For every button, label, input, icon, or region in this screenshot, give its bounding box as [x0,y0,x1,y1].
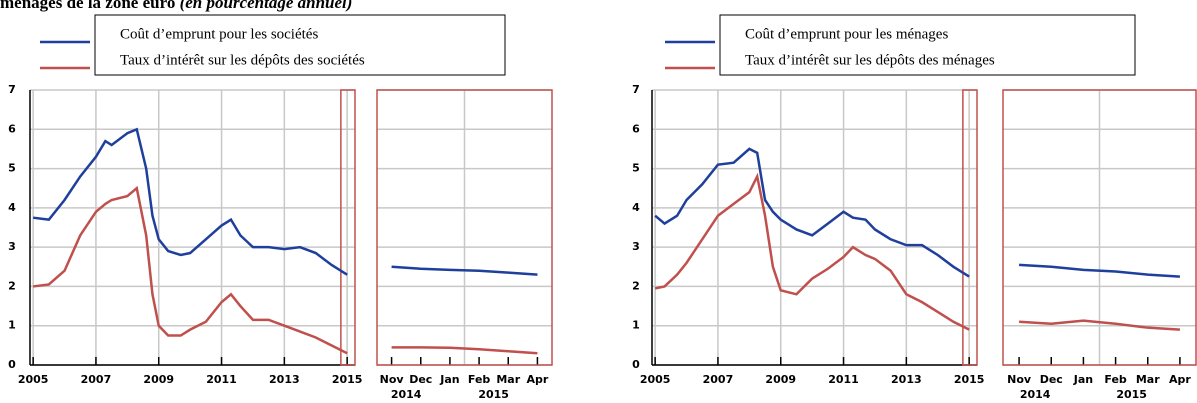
title-main: ménages de la zone euro [0,0,175,12]
x-tick-label: Mar [496,373,520,386]
x-year-label: 2015 [1116,388,1147,401]
series-line [32,185,348,355]
series-line [391,265,538,276]
x-tick-label: 2011 [828,373,859,386]
y-tick-label: 3 [8,240,16,253]
x-tick-label: 2013 [269,373,300,386]
x-tick-label: 2011 [206,373,237,386]
x-tick-label: 2013 [891,373,922,386]
x-tick-label: 2007 [703,373,734,386]
x-tick-label: Feb [1104,373,1127,386]
legend-label: Taux d’intérêt sur les dépôts des ménage… [745,52,995,68]
x-year-label: 2015 [478,388,509,401]
x-tick-label: 2005 [18,373,49,386]
x-tick-label: 2015 [332,373,363,386]
y-tick-label: 7 [8,83,16,96]
x-tick-label: 2007 [81,373,112,386]
panel-frame [1002,89,1197,366]
highlight-box [962,89,978,366]
series-line [32,127,348,276]
y-tick-label: 3 [632,240,640,253]
series-line [1019,263,1180,278]
legend-label: Coût d’emprunt pour les ménages [745,26,948,42]
legend-box [94,14,506,76]
x-tick-label: Jan [1073,373,1093,386]
x-year-label: 2014 [1020,388,1051,401]
x-tick-label: Feb [468,373,491,386]
x-tick-label: 2009 [765,373,796,386]
y-tick-label: 0 [8,358,16,371]
x-year-label: 2014 [391,388,422,401]
series-line [391,346,538,355]
x-tick-label: 2009 [143,373,174,386]
y-tick-label: 5 [8,162,16,175]
x-tick-label: Apr [527,373,549,386]
y-tick-label: 2 [632,279,640,292]
series-line [654,147,970,278]
y-tick-label: 1 [8,319,16,332]
series-line [654,172,970,331]
x-tick-label: Jan [439,373,459,386]
y-tick-label: 2 [8,279,16,292]
x-tick-label: Apr [1169,373,1191,386]
y-tick-label: 5 [632,162,640,175]
y-tick-label: 1 [632,319,640,332]
legend-label: Coût d’emprunt pour les sociétés [120,26,318,42]
y-tick-label: 4 [8,201,16,214]
x-tick-label: 2015 [954,373,985,386]
x-tick-label: Nov [380,373,405,386]
title-sub: (en pourcentage annuel) [180,0,353,12]
legend-label: Taux d’intérêt sur les dépôts des sociét… [120,52,365,68]
y-tick-label: 6 [8,122,16,135]
title: ménages de la zone euro (en pourcentage … [0,0,352,12]
highlight-box [340,89,356,366]
y-tick-label: 6 [632,122,640,135]
x-tick-label: Nov [1007,373,1032,386]
legend-box [719,14,1136,76]
x-tick-label: Mar [1136,373,1160,386]
y-tick-label: 4 [632,201,640,214]
series-line [1019,319,1180,331]
x-tick-label: Dec [1040,373,1063,386]
x-tick-label: Dec [409,373,432,386]
panel-frame [376,89,553,366]
y-tick-label: 7 [632,83,640,96]
y-tick-label: 0 [632,358,640,371]
x-tick-label: 2005 [640,373,671,386]
